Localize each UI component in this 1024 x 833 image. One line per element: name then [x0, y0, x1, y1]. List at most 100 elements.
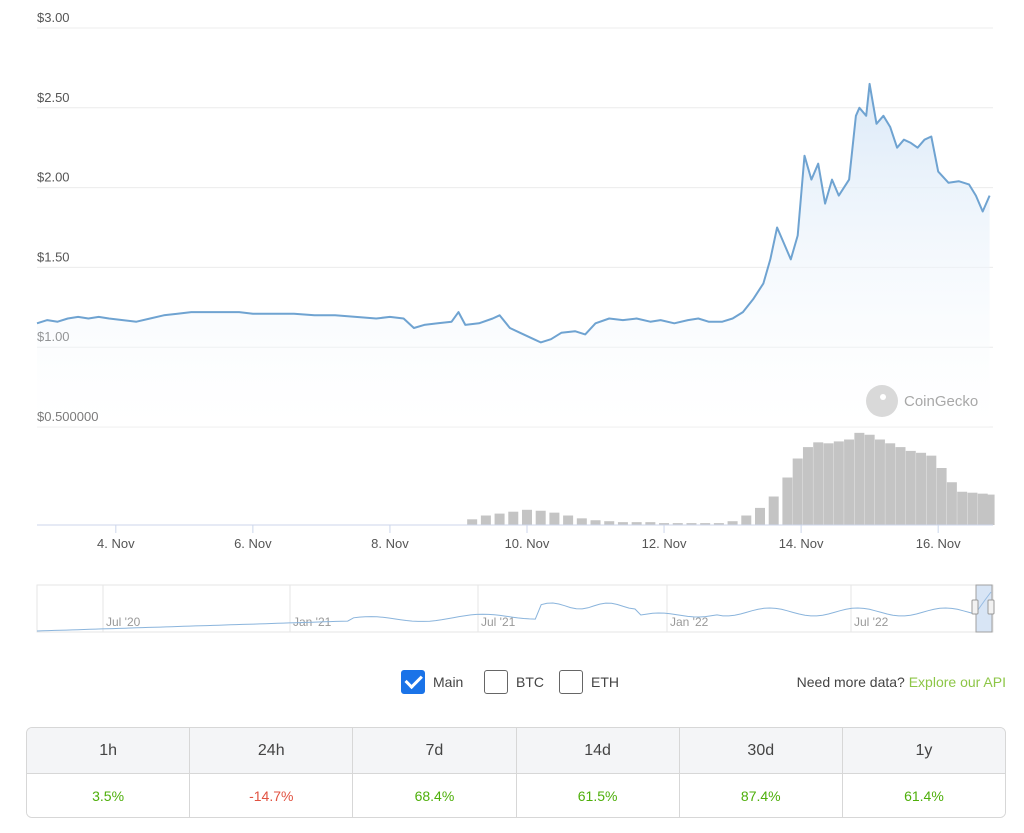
- value-14d: 61.5%: [517, 774, 680, 817]
- volume-bar: [792, 458, 803, 525]
- coingecko-watermark: CoinGecko: [866, 385, 978, 417]
- main-checkbox-label: Main: [433, 674, 464, 690]
- volume-bar: [854, 432, 865, 525]
- volume-bar: [782, 477, 793, 525]
- volume-bar: [467, 519, 478, 525]
- volume-bar: [590, 520, 601, 525]
- navigator-frame: [36, 584, 994, 633]
- header-7d: 7d: [353, 728, 517, 773]
- main-checkbox-box[interactable]: [401, 670, 425, 694]
- price-line: [36, 82, 991, 344]
- volume-bar: [631, 522, 642, 525]
- chart-controls: Main BTC ETH Need more data? Explore our…: [0, 668, 1024, 698]
- explore-api-link[interactable]: Explore our API: [908, 674, 1006, 690]
- btc-checkbox-label: BTC: [516, 674, 544, 690]
- navigator-handle[interactable]: [971, 599, 979, 615]
- y-tick-label: $2.00: [37, 170, 70, 185]
- volume-bar: [617, 522, 628, 525]
- range-navigator[interactable]: Jul '20 Jan '21 Jul '21 Jan '22 Jul '22: [36, 584, 995, 633]
- y-tick-label: $2.50: [37, 90, 70, 105]
- volume-bar: [659, 523, 670, 525]
- volume-bar: [864, 434, 875, 525]
- x-tick-label: 16. Nov: [916, 536, 961, 551]
- volume-bar: [833, 441, 844, 525]
- volume-bar: [604, 521, 615, 525]
- volume-bar: [535, 510, 546, 525]
- volume-bar: [576, 518, 587, 525]
- volume-bar: [905, 450, 916, 525]
- value-1y: 61.4%: [904, 788, 944, 804]
- eth-checkbox[interactable]: ETH: [559, 670, 619, 694]
- volume-bar: [967, 492, 978, 525]
- x-tick-label: 12. Nov: [642, 536, 687, 551]
- volume-bar: [844, 439, 855, 525]
- volume-bar: [549, 512, 560, 525]
- btc-checkbox[interactable]: BTC: [484, 670, 544, 694]
- volume-bar: [946, 482, 957, 525]
- x-tick-label: 14. Nov: [779, 536, 824, 551]
- volume-bar: [521, 509, 532, 525]
- x-tick-label: 10. Nov: [505, 536, 550, 551]
- volume-bar: [957, 491, 968, 525]
- main-checkbox[interactable]: Main: [401, 670, 463, 694]
- navigator-tick-label: Jul '22: [854, 615, 889, 629]
- volume-bar: [895, 447, 906, 525]
- header-1y: 1y: [915, 741, 933, 759]
- header-30d: 30d: [680, 728, 843, 773]
- volume-bar: [802, 447, 813, 525]
- x-tick-label: 4. Nov: [97, 536, 135, 551]
- navigator-line: [36, 591, 992, 632]
- coingecko-logo-icon: [866, 385, 898, 417]
- y-tick-label: $3.00: [37, 10, 70, 25]
- price-area-fill: [37, 83, 990, 428]
- navigator-tick-label: Jul '21: [481, 615, 516, 629]
- api-note: Need more data? Explore our API: [797, 674, 1006, 690]
- navigator-tick-label: Jan '22: [670, 615, 709, 629]
- volume-bar: [508, 511, 519, 525]
- eth-checkbox-box[interactable]: [559, 670, 583, 694]
- header-24h: 24h: [190, 728, 354, 773]
- x-tick-label: 6. Nov: [234, 536, 272, 551]
- volume-bar: [741, 515, 752, 525]
- volume-bar: [480, 515, 491, 525]
- volume-bar: [885, 443, 896, 525]
- volume-bar: [874, 439, 885, 525]
- volume-bar: [823, 443, 834, 525]
- btc-checkbox-box[interactable]: [484, 670, 508, 694]
- volume-bar: [754, 507, 765, 525]
- header-14d: 14d: [517, 728, 680, 773]
- watermark-text: CoinGecko: [904, 392, 979, 410]
- eth-checkbox-label: ETH: [591, 674, 619, 690]
- x-axis-ticks: 4. Nov 6. Nov 8. Nov 10. Nov 12. Nov 14. Nov 1…: [97, 525, 961, 551]
- volume-bar: [916, 452, 927, 525]
- price-chart[interactable]: $3.00$2.50$2.00$1.50$1.00$0.500000 4. No…: [0, 0, 1024, 660]
- performance-header-row: 1h 24h 7d 14d 30d 1y: [27, 728, 1005, 774]
- performance-values-row: 3.5% -14.7% 68.4% 61.5% 87.4% 61.4%: [27, 774, 1005, 817]
- volume-bar: [713, 523, 724, 525]
- price-area: [36, 82, 991, 428]
- navigator-tick-label: Jul '20: [106, 615, 141, 629]
- api-prompt: Need more data?: [796, 674, 905, 690]
- volume-bar: [768, 496, 779, 525]
- y-tick-label: $1.50: [37, 249, 70, 264]
- value-1h: 3.5%: [27, 774, 191, 817]
- volume-bar: [977, 493, 988, 525]
- volume-bar: [672, 523, 683, 525]
- volume-bar: [813, 442, 824, 525]
- volume-bar: [926, 455, 937, 525]
- volume-bar: [984, 494, 995, 525]
- volume-bar: [563, 515, 574, 525]
- header-1h: 1h: [27, 728, 191, 773]
- performance-table: 1h 24h 7d 14d 30d 1y 3.5% -14.7% 68.4% 6…: [26, 727, 1006, 818]
- navigator-handle[interactable]: [987, 599, 995, 615]
- price-chart-svg[interactable]: $3.00$2.50$2.00$1.50$1.00$0.500000 4. No…: [0, 0, 1024, 660]
- value-30d: 87.4%: [680, 774, 843, 817]
- volume-bars: [37, 432, 995, 526]
- volume-bar: [727, 521, 738, 525]
- value-24h: -14.7%: [190, 774, 354, 817]
- volume-bar: [494, 513, 505, 525]
- volume-bar: [645, 522, 656, 525]
- x-tick-label: 8. Nov: [371, 536, 409, 551]
- value-7d: 68.4%: [353, 774, 517, 817]
- volume-bar: [936, 468, 947, 525]
